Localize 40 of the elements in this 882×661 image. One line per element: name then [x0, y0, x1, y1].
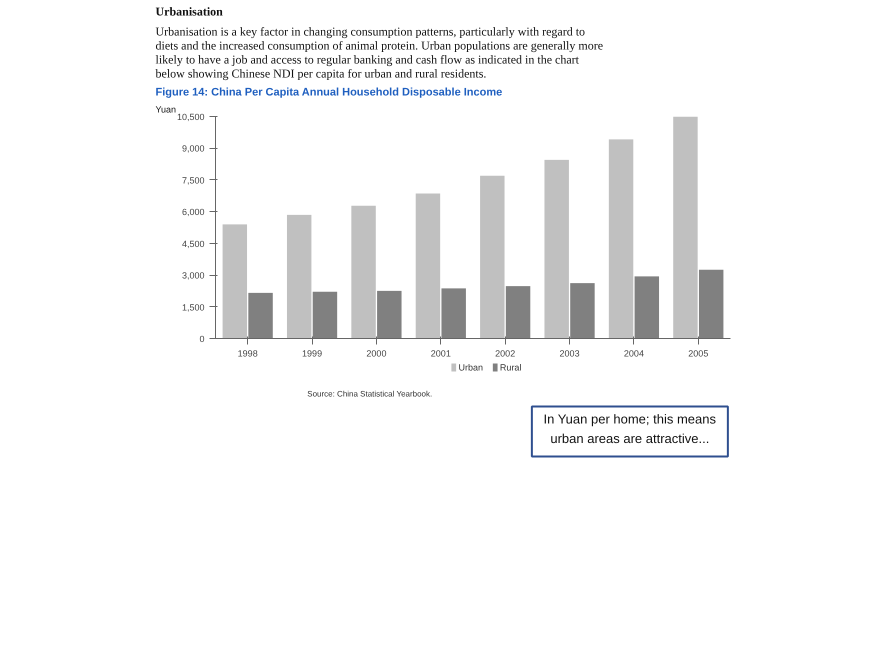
text: In Yuan per home; this means urban areas are attractive...	[544, 412, 716, 446]
text: Urbanisation	[156, 4, 224, 18]
y-tick-label: 6,000	[182, 207, 205, 218]
chart-title: Figure 14: China Per Capita Annual Household Disposable Income	[156, 86, 502, 98]
bar	[286, 214, 312, 338]
bar	[377, 290, 402, 338]
bar	[312, 292, 338, 338]
bar	[673, 116, 698, 338]
y-tick-label: 0	[199, 334, 205, 344]
y-tick-label: 7,500	[182, 175, 205, 186]
y-tick-label: 1,500	[182, 302, 205, 312]
legend-label: Urban	[458, 362, 484, 372]
x-tick-label: 2005	[688, 348, 708, 358]
bar	[416, 193, 440, 338]
bar	[480, 176, 505, 338]
bar	[634, 276, 660, 338]
x-tick-label: 1998	[238, 348, 258, 358]
y-tick-label: 9,000	[182, 144, 205, 154]
bar	[351, 206, 376, 338]
x-tick-label: 2004	[624, 348, 644, 358]
y-axis-title: Yuan	[156, 104, 176, 114]
x-tick-label: 2000	[366, 348, 386, 358]
bar	[248, 292, 273, 338]
bar	[570, 283, 595, 338]
bar	[441, 288, 466, 338]
source-note: Source: China Statistical Yearbook.	[307, 390, 432, 398]
legend-label: Rural	[500, 362, 522, 372]
y-tick-label: 4,500	[182, 238, 205, 249]
x-tick-label: 2002	[495, 348, 516, 358]
bar	[544, 160, 569, 338]
bar	[506, 286, 530, 338]
bar	[222, 224, 248, 338]
x-tick-label: 2001	[430, 348, 451, 358]
bar	[698, 270, 724, 338]
x-tick-label: 2003	[560, 348, 580, 358]
text: Urbanisation is a key factor in changing consumption patterns, particularly with regard to diets and the increased consumption of animal protein. Urban populations are generally more likely to have a job and access to regular banking and cash flow as indicated in the chart below showing Chinese NDI per capita for urban and rural residents.	[156, 24, 604, 80]
x-tick-label: 1999	[302, 348, 322, 358]
y-tick-label: 10,500	[176, 112, 205, 122]
y-tick-label: 3,000	[182, 270, 205, 281]
bar	[608, 139, 634, 338]
